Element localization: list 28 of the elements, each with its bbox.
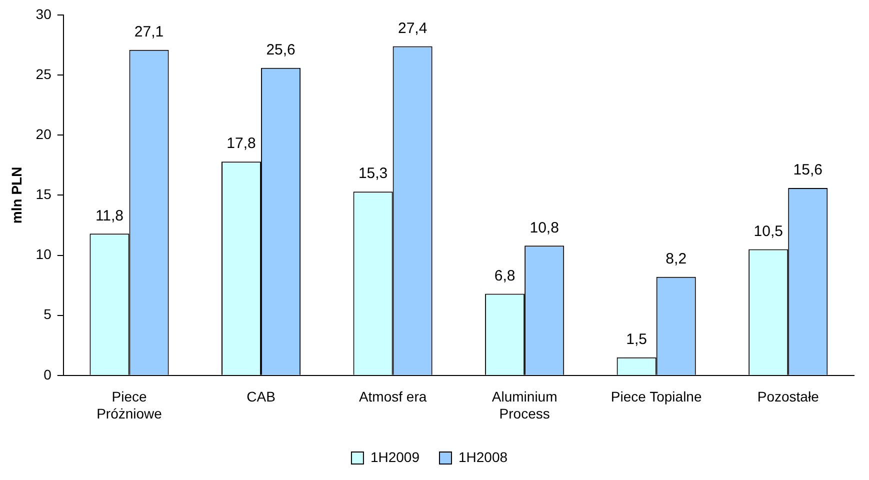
y-tick-label: 20 — [36, 126, 52, 142]
data-label: 27,4 — [398, 20, 428, 37]
y-tick-label: 5 — [44, 306, 52, 322]
data-label: 15,6 — [793, 162, 822, 179]
data-label: 6,8 — [494, 267, 516, 284]
data-label: 25,6 — [266, 42, 296, 58]
y-tick-label: 25 — [36, 66, 52, 82]
data-label: 11,8 — [95, 207, 124, 224]
data-label: 8,2 — [666, 250, 687, 268]
x-tick-label: Atmosf era — [358, 388, 427, 405]
legend-label: 1H2008 — [458, 448, 508, 465]
x-tick-label: Pozostałe — [757, 388, 820, 405]
x-tick-label: Piece Topialne — [610, 388, 702, 405]
legend-label: 1H2009 — [370, 448, 420, 465]
data-label: 1,5 — [626, 331, 648, 348]
y-tick-label: 10 — [36, 246, 52, 262]
data-label: 10,8 — [530, 219, 559, 236]
data-label: 17,8 — [226, 135, 256, 152]
y-tick-label: 15 — [36, 186, 52, 202]
x-tick-label: Piece Próżniowe — [96, 388, 162, 422]
y-axis-title: mln PLN — [8, 166, 24, 224]
data-label: 10,5 — [754, 222, 783, 240]
x-tick-label: Aluminium Process — [492, 388, 558, 422]
x-tick-label: CAB — [246, 388, 276, 405]
data-label: 27,1 — [134, 23, 164, 40]
y-tick-label: 30 — [36, 6, 52, 22]
data-label: 15,3 — [358, 165, 388, 182]
y-tick-label: 0 — [44, 366, 52, 382]
